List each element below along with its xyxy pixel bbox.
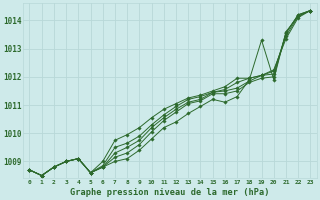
X-axis label: Graphe pression niveau de la mer (hPa): Graphe pression niveau de la mer (hPa) <box>70 188 270 197</box>
